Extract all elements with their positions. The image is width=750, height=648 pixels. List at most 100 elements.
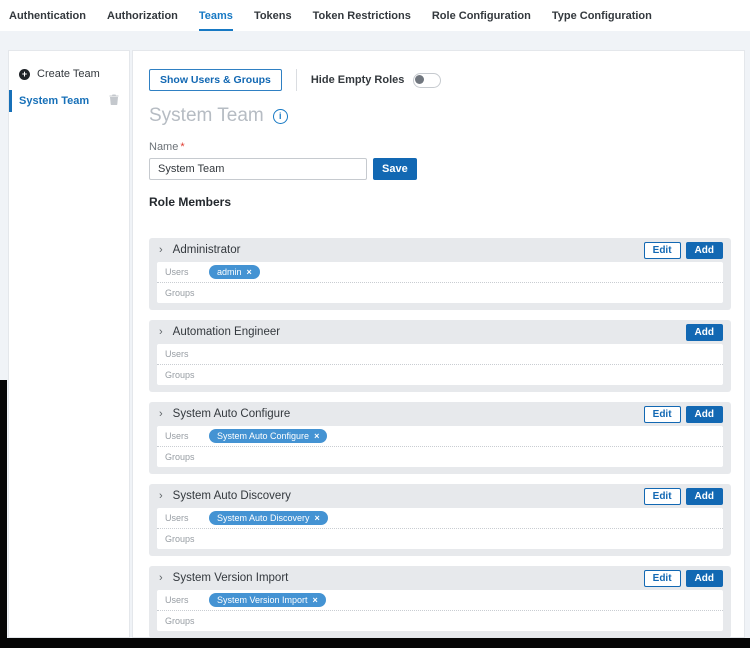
add-button[interactable]: Add <box>685 323 723 341</box>
remove-member-icon[interactable]: × <box>314 513 320 523</box>
settings-tab-bar: Authentication Authorization Teams Tokens To… <box>0 0 750 31</box>
role-panel-actions: Edit Add <box>643 569 723 587</box>
role-panel-actions: Add <box>685 323 723 341</box>
remove-member-icon[interactable]: × <box>314 431 320 441</box>
groups-row: Groups <box>157 282 723 303</box>
chevron-right-icon[interactable]: › <box>159 243 163 256</box>
role-panel-actions: Edit Add <box>643 241 723 259</box>
sidebar-item-system-team[interactable]: System Team <box>9 87 129 115</box>
role-panel-title: Automation Engineer <box>172 326 281 338</box>
teams-sidebar: + Create Team System Team <box>8 50 130 638</box>
users-row: Users System Auto Configure × <box>157 426 723 446</box>
screen-edge-left <box>0 380 7 648</box>
role-panel-header: › Automation Engineer Add <box>157 320 723 344</box>
role-panel-title: System Version Import <box>172 572 289 584</box>
required-asterisk: * <box>180 141 185 153</box>
remove-member-icon[interactable]: × <box>246 267 252 277</box>
team-name-input[interactable] <box>149 158 367 180</box>
plus-circle-icon: + <box>19 68 30 80</box>
groups-row-label: Groups <box>165 616 195 626</box>
name-form-row: Save <box>149 158 744 180</box>
groups-row: Groups <box>157 446 723 467</box>
role-panel: › Administrator Edit Add Users admin × Groups <box>149 238 731 310</box>
chevron-right-icon[interactable]: › <box>159 325 163 338</box>
tab-type-configuration[interactable]: Type Configuration <box>551 9 652 22</box>
add-button[interactable]: Add <box>685 487 723 505</box>
groups-row-label: Groups <box>165 288 195 298</box>
delete-team-icon[interactable] <box>109 94 119 108</box>
member-chip-label: System Auto Discovery <box>217 513 310 523</box>
role-panel-actions: Edit Add <box>643 487 723 505</box>
tab-role-configuration[interactable]: Role Configuration <box>431 9 531 22</box>
role-panel-body: Users admin × Groups <box>157 262 723 303</box>
show-users-groups-button[interactable]: Show Users & Groups <box>149 69 282 91</box>
team-detail-panel: Show Users & Groups Hide Empty Roles Sys… <box>132 50 745 638</box>
role-panel-header: › System Version Import Edit Add <box>157 566 723 590</box>
create-team-label: Create Team <box>37 68 100 80</box>
toggle-knob <box>415 74 425 84</box>
chevron-right-icon[interactable]: › <box>159 489 163 502</box>
name-label-text: Name <box>149 141 179 153</box>
users-row: Users System Version Import × <box>157 590 723 610</box>
create-team-button[interactable]: + Create Team <box>9 61 129 87</box>
hide-empty-roles-label: Hide Empty Roles <box>310 74 405 86</box>
users-row: Users admin × <box>157 262 723 282</box>
name-field-label: Name * <box>149 141 744 155</box>
users-row-label: Users <box>165 431 189 441</box>
role-panel: › System Version Import Edit Add Users System… <box>149 566 731 637</box>
page-title: System Team <box>149 105 264 126</box>
add-button[interactable]: Add <box>685 405 723 423</box>
role-panel: › System Auto Discovery Edit Add Users System… <box>149 484 731 556</box>
member-chip: System Auto Configure × <box>209 429 328 443</box>
groups-row: Groups <box>157 364 723 385</box>
role-panel-header: › System Auto Configure Edit Add <box>157 402 723 426</box>
role-panel-body: Users System Auto Discovery × Groups <box>157 508 723 549</box>
users-row-label: Users <box>165 595 189 605</box>
add-button[interactable]: Add <box>685 569 723 587</box>
role-panel: › System Auto Configure Edit Add Users System… <box>149 402 731 474</box>
tab-tokens[interactable]: Tokens <box>253 9 292 22</box>
users-row-label: Users <box>165 513 189 523</box>
hide-empty-roles-toggle[interactable] <box>413 72 442 88</box>
screen-edge-bottom <box>0 638 750 648</box>
member-chip-label: System Auto Configure <box>217 431 310 441</box>
member-chip-label: admin <box>217 267 242 277</box>
role-panels-list: › Administrator Edit Add Users admin × Groups › A… <box>149 238 744 637</box>
groups-row: Groups <box>157 528 723 549</box>
edit-button[interactable]: Edit <box>643 569 681 587</box>
users-row: Users System Auto Discovery × <box>157 508 723 528</box>
chevron-right-icon[interactable]: › <box>159 571 163 584</box>
users-row: Users <box>157 344 723 364</box>
role-panel-body: Users System Auto Configure × Groups <box>157 426 723 467</box>
groups-row-label: Groups <box>165 452 195 462</box>
role-members-heading: Role Members <box>149 195 232 209</box>
role-panel-body: Users System Version Import × Groups <box>157 590 723 631</box>
edit-button[interactable]: Edit <box>643 405 681 423</box>
member-chip: System Version Import × <box>209 593 326 607</box>
save-button[interactable]: Save <box>373 158 417 180</box>
tab-teams[interactable]: Teams <box>198 0 233 31</box>
team-name-label: System Team <box>19 95 90 107</box>
role-panel-title: System Auto Configure <box>172 408 291 420</box>
add-button[interactable]: Add <box>685 241 723 259</box>
role-panel-title: Administrator <box>172 244 241 256</box>
role-panel: › Automation Engineer Add Users Groups <box>149 320 731 392</box>
users-row-label: Users <box>165 349 189 359</box>
member-chip: System Auto Discovery × <box>209 511 328 525</box>
role-panel-body: Users Groups <box>157 344 723 385</box>
role-panel-actions: Edit Add <box>643 405 723 423</box>
edit-button[interactable]: Edit <box>643 487 681 505</box>
remove-member-icon[interactable]: × <box>312 595 318 605</box>
edit-button[interactable]: Edit <box>643 241 681 259</box>
info-icon[interactable]: i <box>272 108 288 124</box>
groups-row: Groups <box>157 610 723 631</box>
team-toolbar: Show Users & Groups Hide Empty Roles <box>149 69 744 91</box>
tab-authentication[interactable]: Authentication <box>9 9 86 22</box>
role-panel-header: › Administrator Edit Add <box>157 238 723 262</box>
tab-authorization[interactable]: Authorization <box>107 9 178 22</box>
chevron-right-icon[interactable]: › <box>159 407 163 420</box>
tab-token-restrictions[interactable]: Token Restrictions <box>312 9 411 22</box>
role-panel-header: › System Auto Discovery Edit Add <box>157 484 723 508</box>
groups-row-label: Groups <box>165 534 195 544</box>
toolbar-divider <box>295 69 297 91</box>
